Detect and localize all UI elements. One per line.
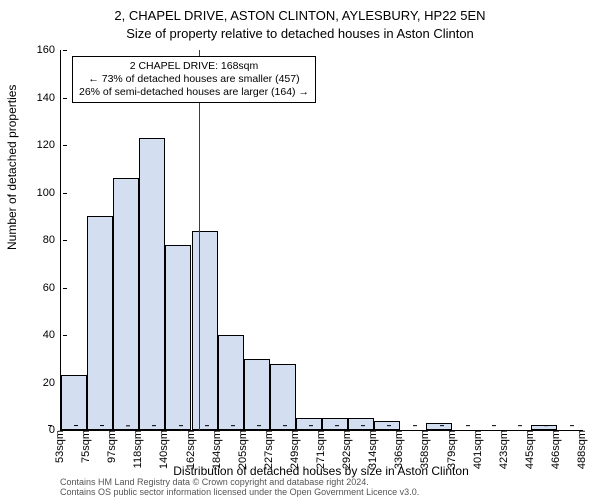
- annotation-line: 2 CHAPEL DRIVE: 168sqm: [79, 60, 309, 73]
- histogram-bar: [426, 423, 452, 430]
- histogram-bar: [244, 359, 270, 430]
- histogram-bar: [192, 231, 218, 431]
- y-tick: 60: [43, 282, 61, 294]
- x-axis-label: Distribution of detached houses by size …: [60, 464, 582, 478]
- histogram-chart: 2, CHAPEL DRIVE, ASTON CLINTON, AYLESBUR…: [0, 0, 600, 500]
- histogram-bar: [270, 364, 296, 431]
- histogram-bar: [218, 335, 244, 430]
- y-tick: 140: [37, 92, 61, 104]
- histogram-bar: [165, 245, 191, 430]
- footer-attribution: Contains HM Land Registry data © Crown c…: [60, 478, 419, 498]
- chart-subtitle: Size of property relative to detached ho…: [0, 24, 600, 41]
- y-tick: 20: [43, 377, 61, 389]
- histogram-bar: [61, 375, 87, 430]
- histogram-bar: [87, 216, 113, 430]
- plot-area: 02040608010012014016053sqm75sqm97sqm118s…: [60, 50, 583, 431]
- x-tick: 118sqm: [126, 430, 144, 468]
- annotation-line: ← 73% of detached houses are smaller (45…: [79, 73, 309, 86]
- chart-title: 2, CHAPEL DRIVE, ASTON CLINTON, AYLESBUR…: [0, 0, 600, 24]
- annotation-box: 2 CHAPEL DRIVE: 168sqm← 73% of detached …: [72, 56, 316, 103]
- x-tick: 53sqm: [48, 430, 66, 463]
- y-tick: 40: [43, 329, 61, 341]
- footer-line-2: Contains OS public sector information li…: [60, 488, 419, 498]
- reference-line: [199, 50, 200, 430]
- annotation-line: 26% of semi-detached houses are larger (…: [79, 86, 309, 99]
- histogram-bar: [139, 138, 165, 430]
- y-axis-label: Number of detached properties: [5, 85, 19, 250]
- x-tick: 75sqm: [74, 430, 92, 463]
- y-tick: 160: [37, 44, 61, 56]
- y-tick: 80: [43, 234, 61, 246]
- y-tick: 120: [37, 139, 61, 151]
- histogram-bar: [113, 178, 139, 430]
- y-tick: 100: [37, 187, 61, 199]
- x-tick: 97sqm: [100, 430, 118, 463]
